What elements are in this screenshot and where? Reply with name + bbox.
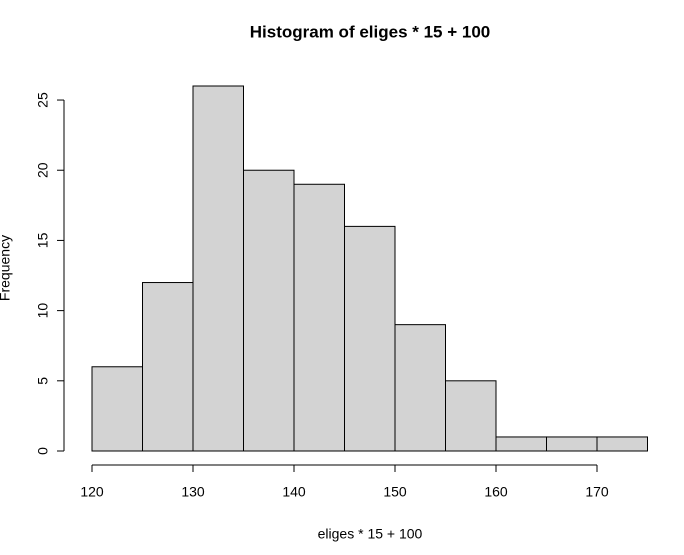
bar xyxy=(445,380,497,452)
bar xyxy=(495,436,547,452)
bar xyxy=(546,436,598,452)
y-tick-label: 15 xyxy=(35,232,51,248)
bar xyxy=(192,85,244,452)
x-tick-label: 160 xyxy=(484,484,508,500)
bar xyxy=(596,436,648,452)
bar xyxy=(394,324,446,452)
y-tick-label: 20 xyxy=(35,162,51,178)
y-axis-label: Frequency xyxy=(0,235,13,301)
bar xyxy=(91,366,143,452)
x-axis-label: eliges * 15 + 100 xyxy=(318,526,423,542)
bar xyxy=(293,183,345,452)
x-tick-label: 140 xyxy=(282,484,306,500)
bar xyxy=(243,169,295,452)
x-tick-label: 170 xyxy=(585,484,609,500)
y-tick-label: 5 xyxy=(35,377,51,385)
x-tick-label: 150 xyxy=(383,484,407,500)
chart-title: Histogram of eliges * 15 + 100 xyxy=(250,22,490,41)
x-tick-label: 130 xyxy=(181,484,205,500)
bar xyxy=(344,225,396,452)
y-tick-label: 0 xyxy=(35,447,51,455)
x-tick-label: 120 xyxy=(80,484,104,500)
y-tick-label: 10 xyxy=(35,303,51,319)
y-tick-label: 25 xyxy=(35,92,51,108)
bar xyxy=(142,282,194,452)
